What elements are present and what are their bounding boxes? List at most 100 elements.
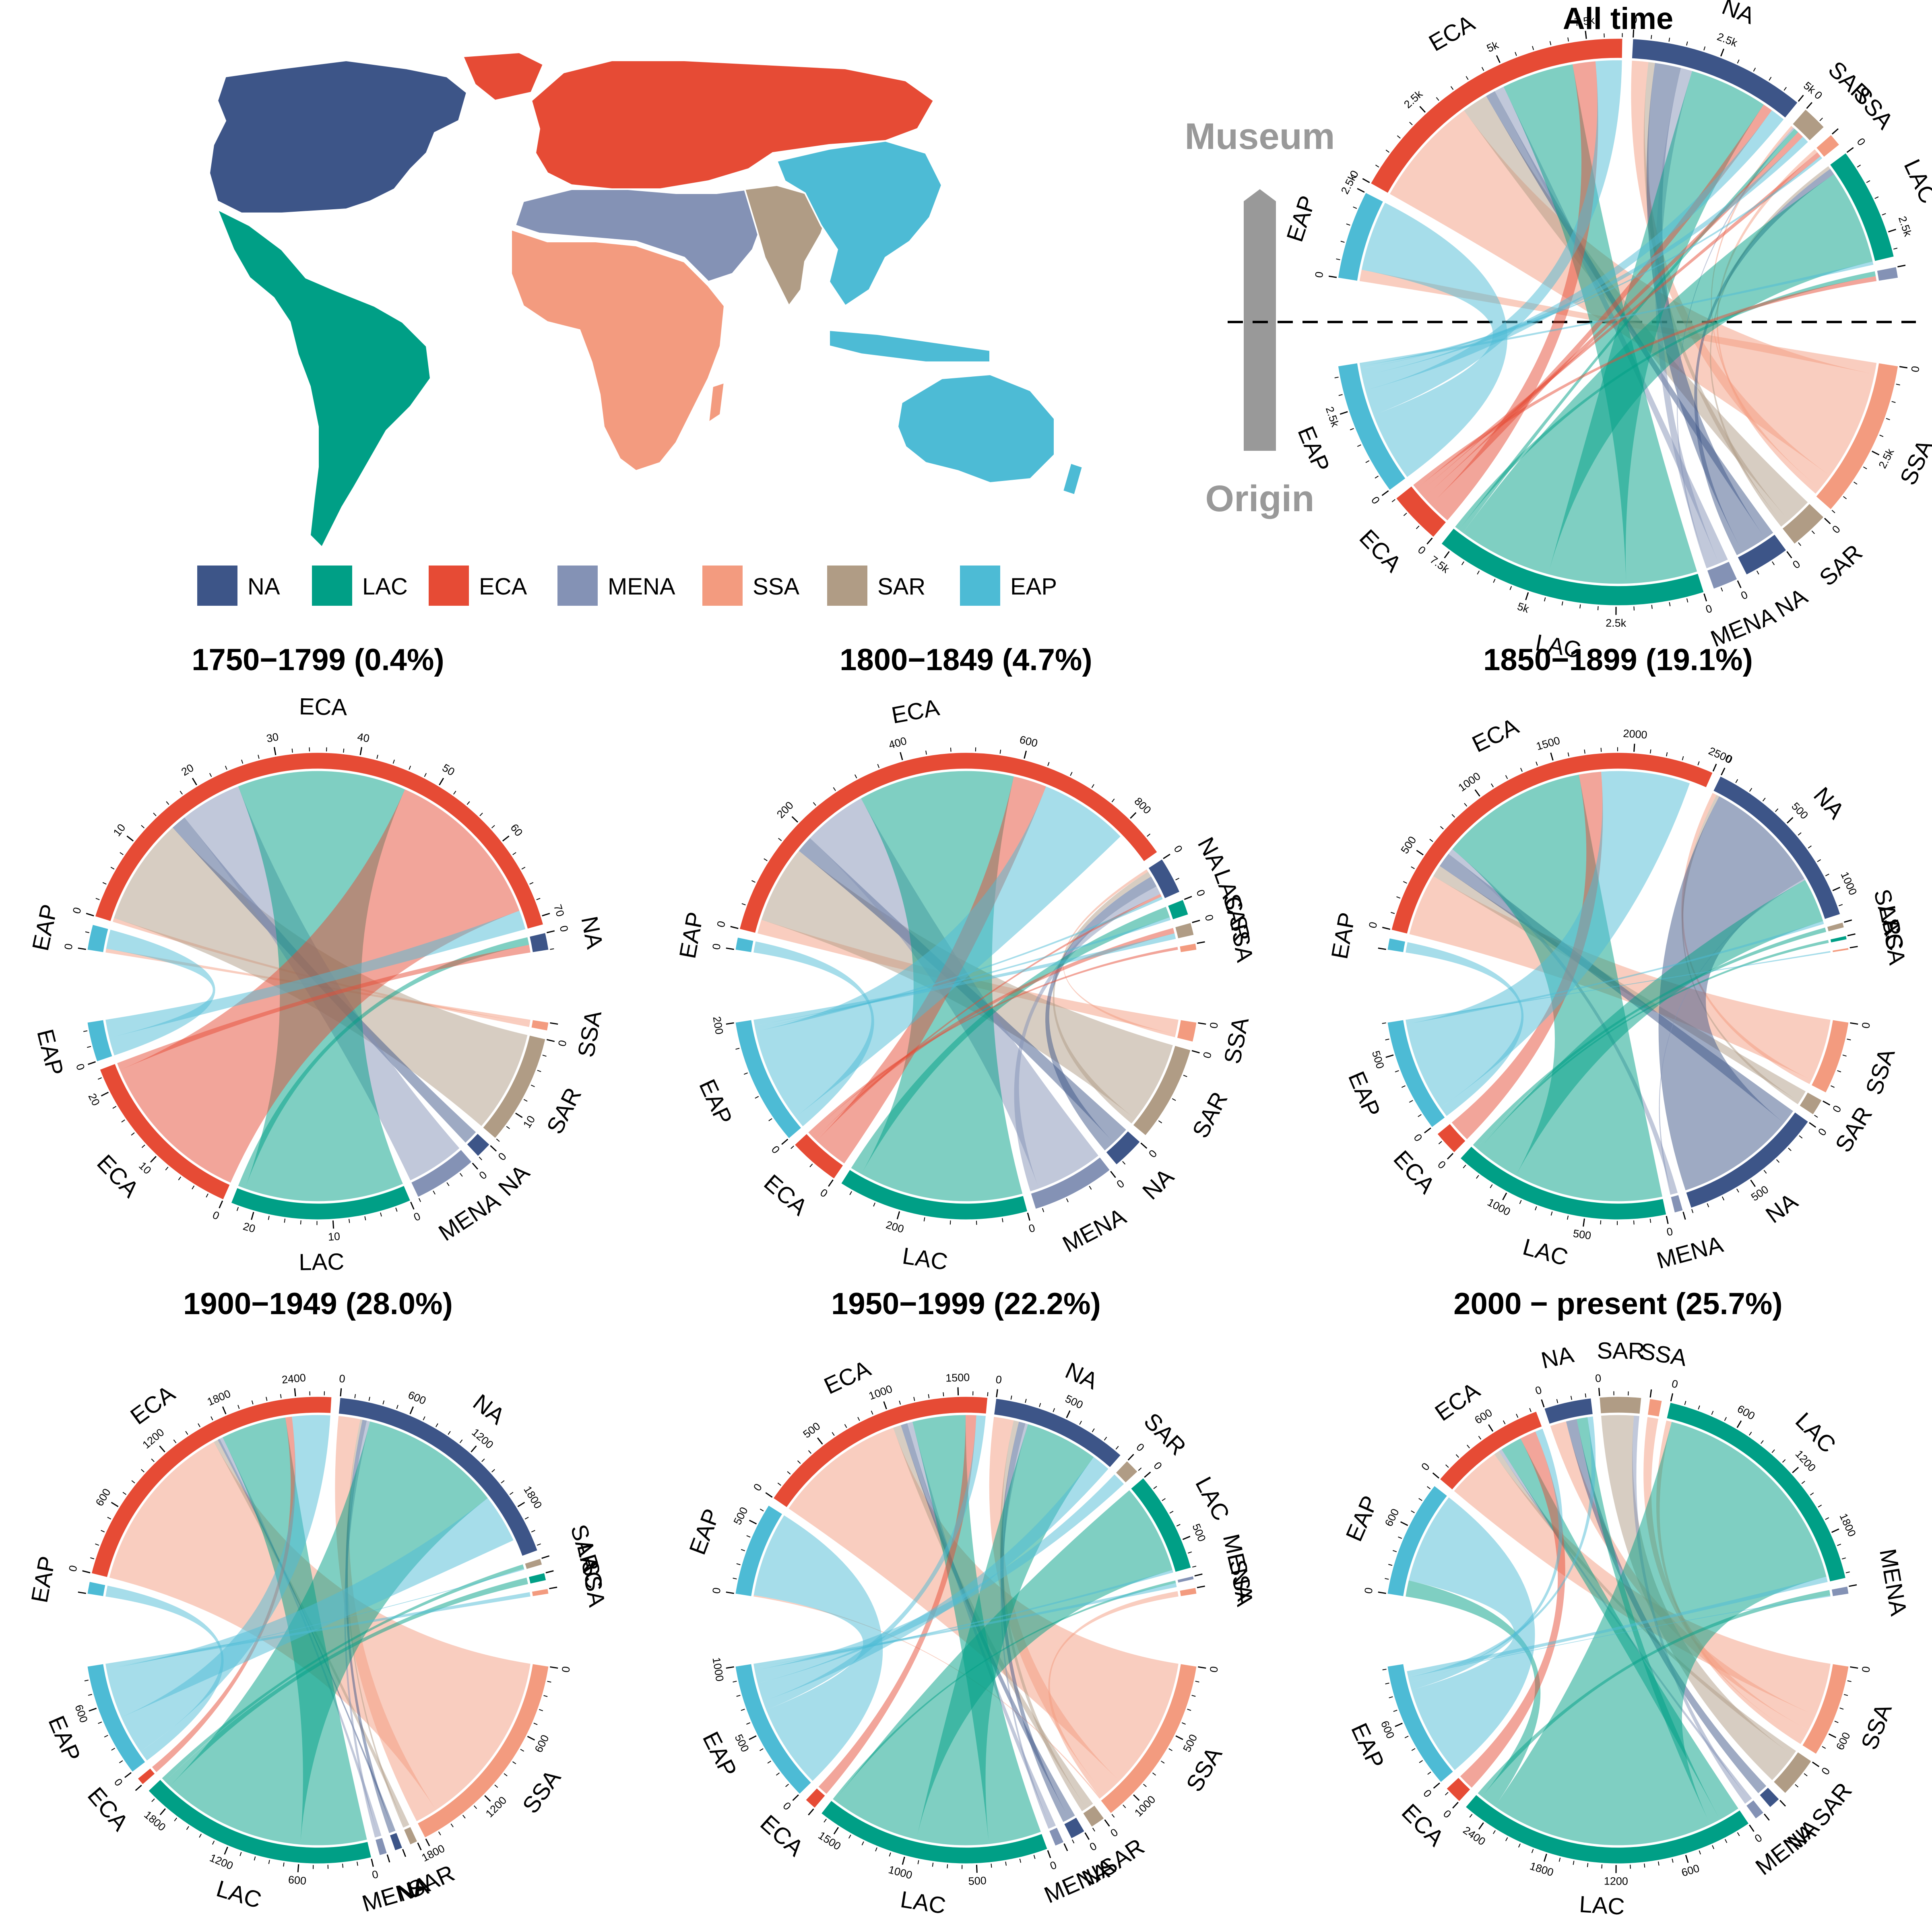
tick-mark bbox=[131, 1480, 135, 1484]
origin-label-lac: LAC bbox=[213, 1875, 264, 1913]
tick-mark bbox=[1842, 1055, 1847, 1057]
tick-mark bbox=[1756, 570, 1759, 575]
tick-mark bbox=[1682, 1212, 1686, 1220]
tick-mark bbox=[1788, 1148, 1792, 1151]
legend-label-lac: LAC bbox=[362, 574, 408, 600]
origin-sector-eca bbox=[1437, 1124, 1466, 1152]
tick-mark bbox=[1658, 1861, 1660, 1866]
tick-mark bbox=[297, 1864, 299, 1872]
legend-label-na: NA bbox=[248, 574, 280, 600]
museum-sector-ssa bbox=[1648, 1399, 1662, 1417]
museum-label-lac: LAC bbox=[1790, 1408, 1841, 1458]
tick-mark bbox=[743, 1072, 748, 1075]
tick-mark bbox=[1385, 1038, 1389, 1040]
ribbon-ssa-to-ssa bbox=[1716, 149, 1818, 494]
ribbon-lac-to-na bbox=[170, 1421, 488, 1845]
tick-mark bbox=[1749, 788, 1752, 792]
tick-mark bbox=[1804, 1773, 1808, 1777]
origin-sector-sar bbox=[1782, 504, 1824, 544]
tick-mark bbox=[471, 1445, 477, 1453]
tick-mark bbox=[1841, 1557, 1846, 1560]
ribbon-eap-to-eca bbox=[105, 910, 526, 1038]
tick-label: 0 bbox=[769, 1144, 782, 1156]
ribbon-eap-to-eap bbox=[753, 941, 874, 1127]
tick-mark bbox=[89, 1707, 97, 1712]
origin-sector-eap bbox=[735, 1020, 801, 1138]
origin-sector-eap bbox=[1387, 1664, 1453, 1782]
museum-sector-ssa bbox=[1833, 948, 1849, 952]
tick-mark bbox=[283, 1862, 285, 1867]
tick-mark bbox=[119, 1760, 123, 1763]
tick-mark bbox=[1776, 1159, 1780, 1163]
tick-mark bbox=[1633, 743, 1635, 752]
tick-mark bbox=[1467, 1445, 1470, 1449]
museum-label-eca: ECA bbox=[1468, 713, 1523, 758]
tick-mark bbox=[1515, 52, 1517, 56]
tick-mark bbox=[343, 748, 345, 753]
tick-mark bbox=[1127, 1454, 1134, 1461]
tick-label: 600 bbox=[288, 1874, 307, 1887]
origin-label-ssa: SSA bbox=[1895, 436, 1932, 489]
tick-mark bbox=[512, 852, 516, 855]
origin-sector-eca bbox=[806, 1788, 825, 1808]
museum-sector-eca bbox=[91, 1397, 332, 1577]
tick-mark bbox=[1079, 1420, 1082, 1425]
tick-mark bbox=[1476, 1175, 1479, 1179]
tick-mark bbox=[402, 1849, 407, 1857]
tick-mark bbox=[1091, 784, 1094, 788]
tick-label: 1800 bbox=[1528, 1860, 1555, 1879]
tick-mark bbox=[1863, 466, 1867, 469]
origin-sector-lac bbox=[841, 1170, 1028, 1220]
tick-mark bbox=[1385, 1054, 1394, 1058]
tick-mark bbox=[760, 1748, 764, 1751]
tick-mark bbox=[546, 1039, 555, 1042]
tick-mark bbox=[741, 903, 746, 906]
tick-mark bbox=[251, 1212, 254, 1220]
tick-label: 0 bbox=[1435, 1158, 1448, 1171]
tick-label: 2.5k bbox=[1715, 31, 1739, 50]
tick-mark bbox=[1063, 1843, 1068, 1852]
legend-swatch-na bbox=[197, 566, 237, 606]
tick-label: 2400 bbox=[281, 1372, 307, 1386]
tick-mark bbox=[1798, 542, 1802, 546]
origin-label-mena: MENA bbox=[434, 1187, 505, 1246]
tick-mark bbox=[1445, 1792, 1449, 1796]
ribbon-sar-to-eca bbox=[214, 1440, 409, 1827]
tick-label: 500 bbox=[1749, 1183, 1771, 1203]
ribbon-sar-to-eca bbox=[893, 1425, 1093, 1808]
tick-label: 1800 bbox=[205, 1387, 232, 1408]
tick-mark bbox=[896, 1211, 900, 1220]
ribbon-ssa-to-eca bbox=[757, 920, 1179, 1034]
origin-sector-eap bbox=[1387, 1020, 1445, 1127]
tick-label: 0 bbox=[1416, 544, 1428, 557]
tick-mark bbox=[1825, 1517, 1829, 1520]
tick-mark bbox=[448, 1431, 451, 1435]
tick-mark bbox=[1698, 1405, 1700, 1410]
tick-mark bbox=[1811, 530, 1815, 534]
tick-mark bbox=[438, 1831, 441, 1835]
tick-mark bbox=[1104, 1819, 1110, 1827]
ribbon-eca-to-eca bbox=[1430, 61, 1598, 520]
museum-label-eap: EAP bbox=[684, 1505, 725, 1558]
museum-label-na: NA bbox=[1061, 1357, 1102, 1395]
tick-label: 0 bbox=[1362, 1587, 1375, 1595]
origin-label-eca: ECA bbox=[759, 1169, 813, 1220]
tick-mark bbox=[726, 947, 734, 950]
origin-label-ssa: SSA bbox=[573, 1009, 607, 1059]
tick-mark bbox=[1340, 411, 1348, 415]
tick-mark bbox=[199, 1834, 202, 1838]
tick-mark bbox=[1792, 1467, 1799, 1474]
ribbon-eca-to-eca bbox=[120, 789, 520, 1183]
tick-mark bbox=[1455, 1454, 1459, 1458]
tick-mark bbox=[501, 1480, 505, 1484]
tick-mark bbox=[726, 1022, 734, 1025]
tick-mark bbox=[1543, 1854, 1547, 1862]
map-region-eap bbox=[776, 140, 943, 307]
origin-sector-sar bbox=[1083, 1806, 1104, 1827]
tick-label: 0 bbox=[1631, 14, 1638, 26]
tick-mark bbox=[542, 1055, 547, 1057]
tick-mark bbox=[1357, 444, 1361, 447]
tick-mark bbox=[917, 1860, 919, 1864]
legend-label-sar: SAR bbox=[877, 574, 925, 600]
